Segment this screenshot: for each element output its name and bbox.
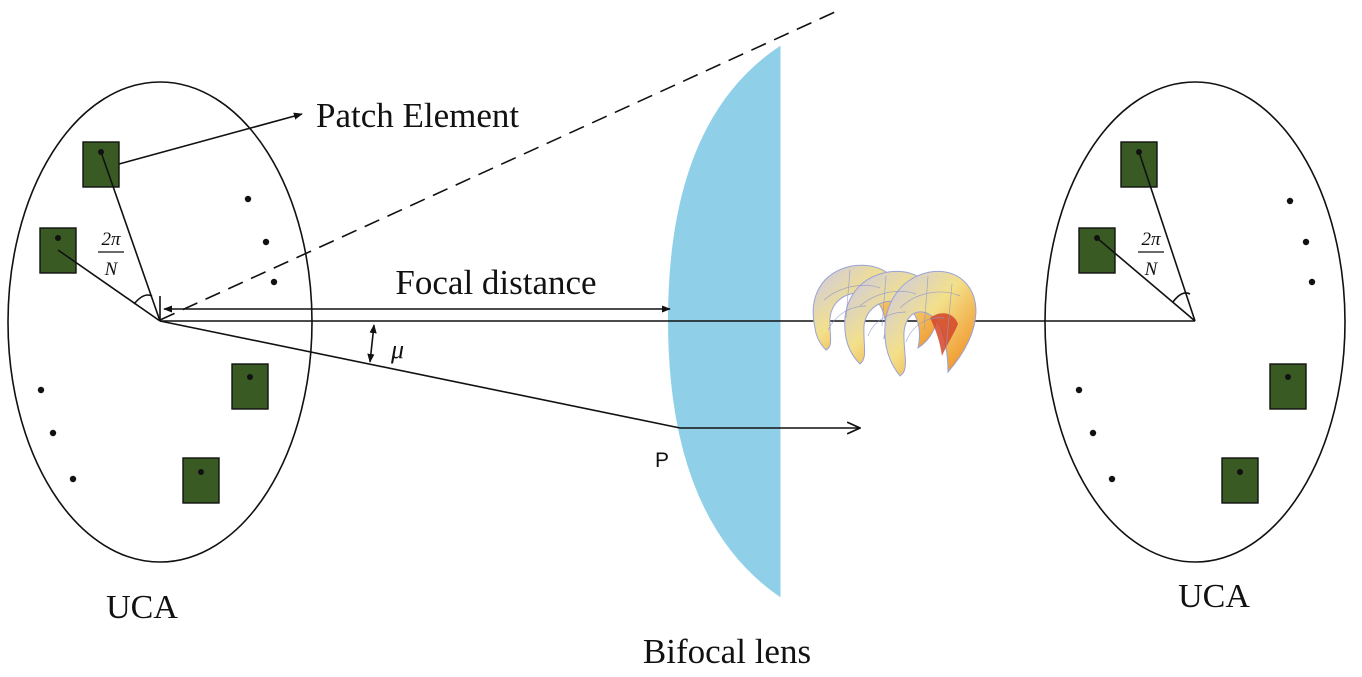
radius-line — [100, 151, 161, 322]
feed-point — [1237, 469, 1243, 475]
oam-vortex-beam-icon — [812, 264, 977, 377]
patch-element — [82, 141, 120, 188]
incident-ray — [159, 320, 681, 429]
patch-element — [1120, 141, 1158, 188]
ellipsis-dot — [1108, 475, 1116, 483]
angle-numerator: 2π — [101, 229, 121, 250]
right-uca-group: 2π N UCA — [1044, 81, 1346, 615]
patch-element — [1221, 457, 1259, 504]
ellipsis-dot — [1308, 278, 1316, 286]
angle-denominator: N — [1144, 259, 1159, 280]
right-uca-ellipse — [1044, 81, 1346, 563]
uca-left-label: UCA — [106, 589, 178, 626]
mu-angle-arrow — [367, 324, 377, 363]
vortex-mesh — [823, 269, 961, 351]
ellipsis-dot — [262, 238, 270, 246]
angle-arc — [133, 294, 153, 305]
vortex-hotspot — [930, 313, 958, 356]
radius-line — [1096, 237, 1196, 322]
feed-point — [198, 469, 204, 475]
ellipsis-dot — [49, 429, 57, 437]
patch-element — [182, 457, 220, 504]
angle-denominator: N — [104, 259, 119, 280]
point-p-label: P — [655, 449, 669, 472]
ellipsis-dot — [1302, 238, 1310, 246]
radius-line — [57, 249, 161, 322]
feed-point — [55, 235, 61, 241]
ellipsis-dot — [69, 475, 77, 483]
ellipsis-dot — [244, 195, 252, 203]
ellipsis-dot — [1075, 386, 1083, 394]
feed-point — [1285, 374, 1291, 380]
ellipsis-dot — [270, 278, 278, 286]
patch-element — [1078, 227, 1116, 274]
feed-point — [247, 374, 253, 380]
left-uca-group: 2π N UCA — [7, 81, 313, 626]
patch-element-label: Patch Element — [316, 96, 519, 135]
ellipsis-dot — [1089, 429, 1097, 437]
patch-element — [231, 363, 269, 410]
uca-right-label: UCA — [1178, 578, 1250, 615]
vortex-turn — [884, 270, 977, 377]
patch-element-pointer — [118, 112, 303, 165]
left-uca-ellipse — [7, 81, 313, 563]
mu-label: μ — [390, 335, 404, 364]
bifocal-lens-label: Bifocal lens — [643, 632, 811, 671]
ellipsis-dot — [37, 386, 45, 394]
angle-numerator: 2π — [1141, 229, 1161, 250]
angle-arc — [1172, 292, 1191, 303]
ellipsis-dot — [1286, 197, 1294, 205]
patch-element — [1269, 363, 1307, 410]
focal-distance-label: Focal distance — [395, 263, 596, 302]
